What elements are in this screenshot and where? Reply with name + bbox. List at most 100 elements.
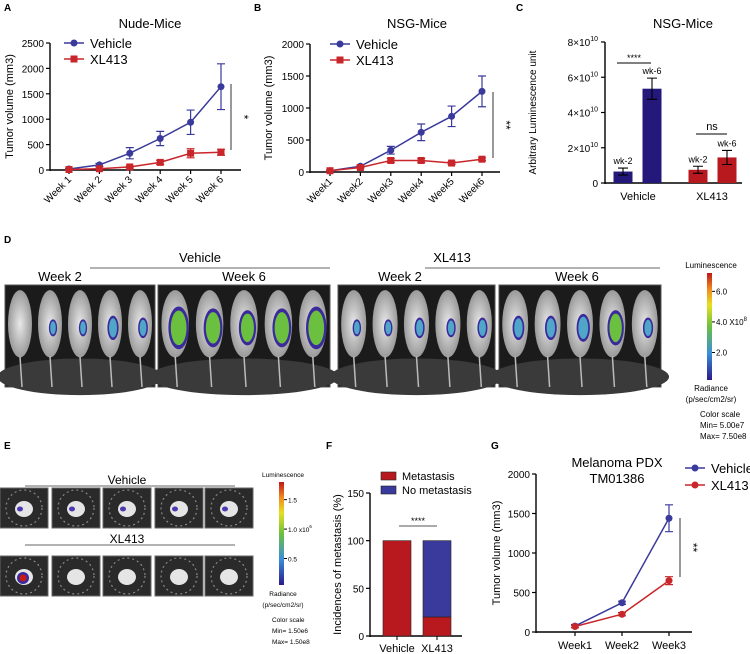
- week-label: Week 6: [555, 269, 599, 284]
- y-tick-label: 0: [524, 628, 530, 639]
- series-line-xl413: [68, 151, 222, 171]
- x-tick-label: Week2: [605, 640, 639, 652]
- y-tick-label: 2000: [22, 64, 45, 75]
- legend-marker: [691, 481, 699, 489]
- platform: [330, 358, 503, 396]
- y-tick-label: 0: [358, 632, 364, 643]
- series-line-vehicle: [574, 517, 670, 627]
- legend-label: Metastasis: [402, 471, 455, 483]
- y-tick-label: 8×1010: [568, 36, 598, 49]
- data-point: [187, 118, 195, 126]
- data-point: [448, 159, 456, 167]
- significance-label: **: [499, 120, 513, 130]
- well-rim: [5, 557, 43, 595]
- legend-swatch: [380, 471, 397, 481]
- well-rim: [108, 557, 146, 595]
- mouse-tail: [49, 356, 53, 388]
- luminescence-signal: [172, 506, 178, 512]
- mouse-tail: [109, 356, 113, 388]
- legend-marker: [336, 40, 344, 48]
- tissue: [118, 501, 136, 517]
- data-point: [448, 112, 456, 120]
- tissue: [220, 501, 238, 517]
- data-point: [156, 158, 164, 166]
- platform: [490, 358, 670, 396]
- week-label: Week 6: [222, 269, 266, 284]
- y-tick-label: 100: [347, 537, 364, 548]
- x-tick-label: Week3: [366, 176, 396, 206]
- data-point: [387, 156, 395, 164]
- bar-label: wk-6: [641, 66, 661, 76]
- luminescence-signal: [447, 320, 455, 336]
- mouse-tail: [139, 356, 143, 388]
- data-point: [156, 135, 164, 143]
- row-label-vehicle: Vehicle: [108, 473, 147, 487]
- organ-image-xl413-5: [204, 555, 254, 597]
- luminescence-signal: [205, 312, 221, 344]
- tissue: [170, 501, 188, 517]
- x-tick-label: XL413: [696, 191, 728, 203]
- legend-marker: [70, 55, 78, 63]
- row-label-xl413: XL413: [110, 532, 145, 546]
- colorbar-e-scale: Color scale: [272, 617, 305, 624]
- panel-label-F: F: [326, 441, 332, 452]
- luminescence-signal: [80, 321, 86, 335]
- well-rim: [5, 489, 43, 527]
- legend-marker: [691, 464, 699, 472]
- luminescence-signal: [644, 319, 652, 336]
- luminescence-signal: [120, 506, 126, 512]
- organ-image-xl413-1: [0, 555, 49, 597]
- mouse-tail: [174, 356, 178, 388]
- mouse-tail: [514, 356, 518, 388]
- x-tick-label: Week1: [558, 640, 592, 652]
- legend-swatch: [380, 485, 397, 495]
- luminescence-signal: [609, 313, 622, 343]
- y-tick-label: 6×1010: [568, 71, 598, 84]
- legend-label: No metastasis: [402, 485, 472, 497]
- y-axis-label: Tumor volume (mm3): [263, 56, 275, 161]
- stacked-bar-metastasis: [382, 540, 412, 637]
- series-line-xl413: [329, 158, 483, 172]
- organ-image-vehicle-4: [154, 487, 204, 529]
- well-rim: [160, 489, 198, 527]
- colorbar-e-gradient: [279, 482, 284, 585]
- mouse-tail: [546, 356, 551, 388]
- mouse-tail: [478, 356, 483, 388]
- mouse-tail: [352, 356, 357, 388]
- organ-image-xl413-3: [102, 555, 152, 597]
- luminescence-signal: [19, 574, 27, 582]
- x-tick-label: Week 4: [134, 174, 166, 206]
- y-axis-label: Incidences of metastasis (%): [332, 494, 344, 635]
- legend-label: XL413: [711, 478, 749, 493]
- data-point: [187, 149, 195, 157]
- colorbar-e-max: Max= 1.50e8: [272, 639, 310, 646]
- error-bar: [647, 77, 657, 100]
- luminescence-signal: [546, 318, 556, 338]
- group-label-vehicle: Vehicle: [179, 250, 221, 265]
- panel-label-D: D: [4, 235, 11, 246]
- mouse-tail: [79, 356, 83, 388]
- organ-image-vehicle-2: [51, 487, 101, 529]
- colorbar-e-unit: Radiance: [269, 591, 297, 598]
- y-tick-label: 50: [353, 584, 365, 595]
- well-rim: [108, 489, 146, 527]
- y-tick-label: 1000: [22, 115, 45, 126]
- y-tick-label: 4×1010: [568, 107, 598, 120]
- well-rim: [57, 557, 95, 595]
- y-tick-label: 2500: [22, 39, 45, 50]
- x-tick-label: Vehicle: [620, 191, 655, 203]
- y-tick-label: 150: [347, 489, 364, 500]
- well-rim: [210, 489, 248, 527]
- mouse-tail: [611, 356, 616, 388]
- luminescence-signal: [308, 310, 325, 346]
- y-tick-label: 1500: [508, 510, 531, 521]
- significance-label: ****: [627, 53, 642, 63]
- luminescence-signal: [416, 319, 424, 336]
- tissue: [220, 569, 238, 585]
- luminescence-signal: [17, 506, 23, 512]
- bar-label: wk-2: [687, 154, 707, 164]
- organ-image-vehicle-5: [204, 487, 254, 529]
- well-rim: [210, 557, 248, 595]
- colorbar-d-max: Max= 7.50e8: [700, 432, 747, 441]
- series-line-vehicle: [68, 86, 222, 170]
